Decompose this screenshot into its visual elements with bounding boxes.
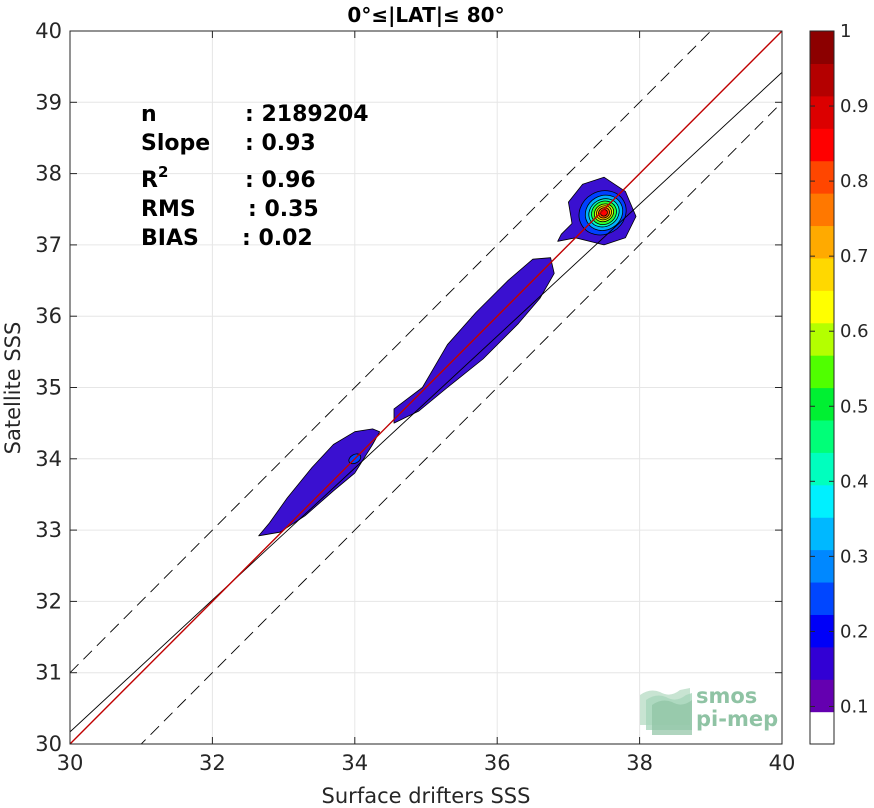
stat-label-3: RMS xyxy=(141,197,196,222)
colorbar-band-8 xyxy=(810,452,834,486)
y-tick-label-6: 36 xyxy=(35,304,62,328)
colorbar-band-7 xyxy=(810,484,834,518)
y-tick-label-8: 38 xyxy=(35,162,62,186)
colorbar-tick-label-0: 0.1 xyxy=(840,696,869,717)
colorbar-ticks: 0.1 0.2 0.3 0.4 0.5 0.6 0.7 0.8 0.9 1 xyxy=(810,21,869,717)
stat-value-1: : 0.93 xyxy=(245,131,316,156)
colorbar xyxy=(810,31,834,745)
stat-label-sup-2: 2 xyxy=(158,163,168,181)
x-axis-ticks: 30 32 34 36 38 40 xyxy=(57,31,796,775)
colorbar-tick-label-1: 0.2 xyxy=(840,621,869,642)
y-tick-label-9: 39 xyxy=(35,90,62,114)
colorbar-tick-label-9: 1 xyxy=(840,21,851,42)
logo-wave-icon xyxy=(640,688,692,735)
x-tick-label-4: 38 xyxy=(626,751,653,775)
colorbar-tick-label-5: 0.6 xyxy=(840,321,869,342)
colorbar-band-10 xyxy=(810,387,834,421)
colorbar-band-2 xyxy=(810,646,834,680)
colorbar-band-11 xyxy=(810,355,834,389)
colorbar-band-15 xyxy=(810,225,834,259)
y-axis-label: Satellite SSS xyxy=(1,322,25,455)
x-tick-label-0: 30 xyxy=(57,751,84,775)
stat-label-4: BIAS xyxy=(141,226,199,251)
fit-line xyxy=(70,72,782,733)
stat-value-3: : 0.35 xyxy=(248,197,319,222)
stat-value-2: : 0.96 xyxy=(245,168,316,193)
y-tick-label-10: 40 xyxy=(35,19,62,43)
colorbar-tick-label-7: 0.8 xyxy=(840,171,869,192)
identity-line xyxy=(70,31,782,744)
colorbar-band-9 xyxy=(810,419,834,453)
colorbar-band-0 xyxy=(810,711,834,745)
colorbar-band-5 xyxy=(810,549,834,583)
y-tick-label-4: 34 xyxy=(35,447,62,471)
reference-lines xyxy=(70,31,782,744)
stat-value-0: : 2189204 xyxy=(245,102,369,127)
x-tick-label-5: 40 xyxy=(769,751,796,775)
lower-bound-line xyxy=(140,101,782,744)
colorbar-band-14 xyxy=(810,257,834,291)
stats-box: n : 2189204 Slope : 0.93 R2 : 0.96 RMS : 0.35 BI… xyxy=(141,102,369,251)
colorbar-band-12 xyxy=(810,322,834,356)
logo-line1: smos xyxy=(696,684,757,708)
density-regions xyxy=(258,176,637,537)
x-tick-label-3: 36 xyxy=(484,751,511,775)
colorbar-frame xyxy=(809,30,835,745)
colorbar-tick-label-3: 0.4 xyxy=(840,471,869,492)
colorbar-band-21 xyxy=(810,31,834,65)
upper-bound-line xyxy=(70,31,712,674)
colorbar-tick-label-6: 0.7 xyxy=(840,246,869,267)
colorbar-band-17 xyxy=(810,160,834,194)
density-region-0 xyxy=(258,428,381,537)
y-tick-label-3: 33 xyxy=(35,518,62,542)
y-tick-label-2: 32 xyxy=(35,589,62,613)
x-tick-label-2: 34 xyxy=(341,751,368,775)
colorbar-band-1 xyxy=(810,679,834,713)
stat-label-1: Slope xyxy=(141,131,210,156)
colorbar-tick-label-8: 0.9 xyxy=(840,96,869,117)
stat-label-2: R2 xyxy=(141,163,168,193)
colorbar-tick-label-4: 0.5 xyxy=(840,396,869,417)
colorbar-band-20 xyxy=(810,63,834,97)
y-tick-label-7: 37 xyxy=(35,233,62,257)
stat-label-0: n xyxy=(141,102,157,127)
colorbar-band-19 xyxy=(810,95,834,129)
colorbar-band-18 xyxy=(810,128,834,162)
colorbar-band-13 xyxy=(810,290,834,324)
y-axis-ticks: 30 31 32 33 34 35 36 37 38 39 40 xyxy=(35,19,782,756)
y-tick-label-5: 35 xyxy=(35,376,62,400)
y-tick-label-1: 31 xyxy=(35,661,62,685)
x-tick-label-1: 32 xyxy=(199,751,226,775)
x-axis-label: Surface drifters SSS xyxy=(322,784,531,808)
smos-pi-mep-logo: smos pi-mep xyxy=(640,684,778,735)
colorbar-band-3 xyxy=(810,614,834,648)
stat-value-4: : 0.02 xyxy=(242,226,313,251)
colorbar-tick-label-2: 0.3 xyxy=(840,546,869,567)
colorbar-band-6 xyxy=(810,517,834,551)
chart-title: 0°≤|LAT|≤ 80° xyxy=(347,3,504,27)
colorbar-band-16 xyxy=(810,193,834,227)
y-tick-label-0: 30 xyxy=(35,732,62,756)
logo-line2: pi-mep xyxy=(696,707,778,731)
colorbar-band-4 xyxy=(810,581,834,615)
